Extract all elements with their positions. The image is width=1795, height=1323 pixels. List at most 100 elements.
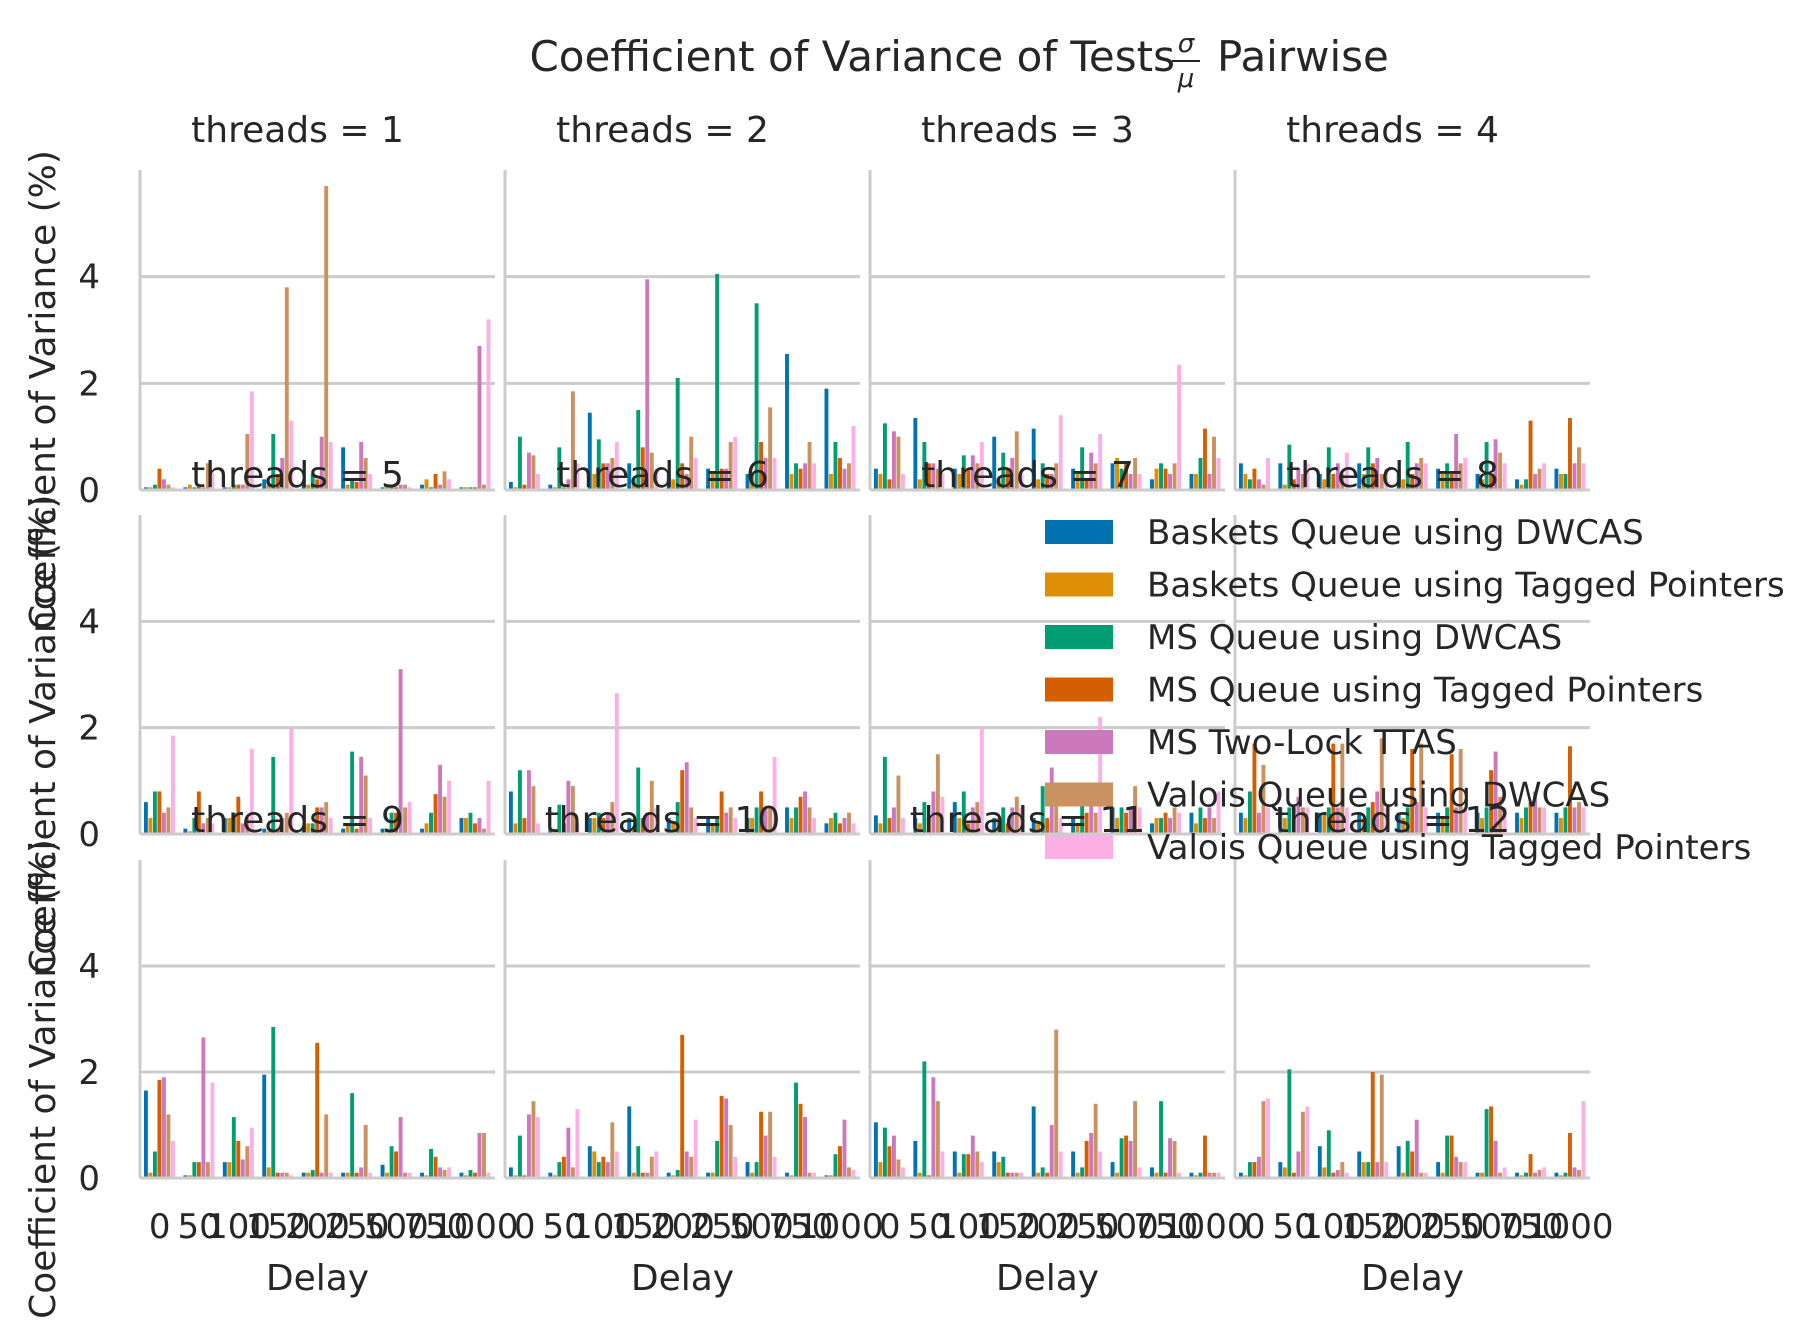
bar xyxy=(1177,364,1182,490)
bar xyxy=(1414,463,1419,490)
bar xyxy=(605,1162,610,1178)
bar xyxy=(1075,474,1080,490)
bar xyxy=(1080,786,1085,834)
bar xyxy=(522,818,527,834)
panel-title: threads = 4 xyxy=(1286,110,1499,151)
bar xyxy=(640,818,645,834)
bar xyxy=(1322,479,1327,490)
bar xyxy=(689,807,694,834)
bar xyxy=(1080,447,1085,490)
bar xyxy=(798,796,803,834)
bar xyxy=(684,1151,689,1178)
bar xyxy=(970,1135,975,1178)
bar xyxy=(680,1034,685,1178)
bar xyxy=(1528,1154,1533,1178)
bar xyxy=(201,823,206,834)
bar xyxy=(1401,479,1406,490)
x-tick-label: 0 xyxy=(149,1207,171,1247)
bar xyxy=(1554,468,1559,490)
bar xyxy=(763,1135,768,1178)
bar xyxy=(1475,812,1480,834)
bar xyxy=(280,458,285,490)
bar xyxy=(324,802,329,834)
bar xyxy=(1384,807,1389,834)
bar xyxy=(438,1167,442,1178)
bar xyxy=(420,828,424,834)
bar xyxy=(148,818,153,834)
bar xyxy=(631,1172,636,1178)
bar xyxy=(1515,812,1519,834)
bar xyxy=(205,1162,210,1178)
bar xyxy=(807,1172,812,1178)
bar xyxy=(1154,1172,1159,1178)
bar xyxy=(1031,428,1036,490)
x-tick-label: 500 xyxy=(1459,1207,1524,1247)
bar xyxy=(631,828,636,834)
bar xyxy=(1489,770,1494,834)
bar xyxy=(166,807,171,834)
bar xyxy=(1449,1135,1454,1178)
bar xyxy=(1572,1167,1577,1178)
bar xyxy=(975,463,980,490)
bar xyxy=(1414,802,1419,834)
bar xyxy=(1014,431,1019,490)
bar xyxy=(205,818,210,834)
x-tick-label: 250 xyxy=(324,1207,389,1247)
bar xyxy=(829,818,833,834)
bar xyxy=(1119,468,1124,490)
y-tick-label: 0 xyxy=(78,471,100,511)
bar xyxy=(1212,1172,1216,1178)
bar xyxy=(442,796,447,834)
bar xyxy=(477,346,482,490)
bar xyxy=(666,1172,671,1178)
bar xyxy=(1498,452,1503,490)
bar xyxy=(627,463,632,490)
bar xyxy=(592,818,597,834)
bar xyxy=(1098,717,1103,834)
bar xyxy=(310,823,315,834)
bar xyxy=(1410,748,1415,834)
x-tick-label: 100 xyxy=(571,1207,636,1247)
bar xyxy=(733,818,738,834)
bar xyxy=(570,786,575,834)
legend-label: Valois Queue using Tagged Pointers xyxy=(1147,828,1751,868)
bar xyxy=(935,1101,940,1178)
chart-title-fraction-numerator: σ xyxy=(1178,29,1196,59)
bar xyxy=(1458,463,1463,490)
bar xyxy=(517,1135,522,1178)
bar xyxy=(363,775,368,834)
bar xyxy=(1296,1151,1301,1178)
bar xyxy=(1554,1172,1559,1178)
bar xyxy=(429,1148,433,1178)
bar xyxy=(1282,1167,1287,1178)
bar xyxy=(1287,1069,1292,1178)
bar xyxy=(666,818,671,834)
bar xyxy=(1031,818,1036,834)
bar xyxy=(187,484,192,490)
bar xyxy=(803,1117,807,1178)
bar xyxy=(310,1170,315,1178)
bar xyxy=(1036,823,1041,834)
bar xyxy=(1440,474,1445,490)
bar xyxy=(341,828,346,834)
bar xyxy=(1287,444,1292,490)
bar xyxy=(636,1146,641,1178)
y-tick-label: 0 xyxy=(78,815,100,855)
bar xyxy=(878,1162,883,1178)
bar xyxy=(601,1156,606,1178)
bar xyxy=(610,458,615,490)
bar xyxy=(1216,791,1221,834)
bar xyxy=(517,436,522,490)
bar xyxy=(1256,812,1261,834)
x-tick-label: 1000 xyxy=(1162,1207,1249,1247)
bar xyxy=(1172,463,1177,490)
x-tick-label: 250 xyxy=(1054,1207,1119,1247)
bar xyxy=(231,484,236,490)
bar xyxy=(1379,1074,1384,1178)
bar xyxy=(640,447,645,490)
bar xyxy=(482,484,486,490)
bar xyxy=(245,818,250,834)
bar xyxy=(891,807,896,834)
bar xyxy=(1093,463,1098,490)
